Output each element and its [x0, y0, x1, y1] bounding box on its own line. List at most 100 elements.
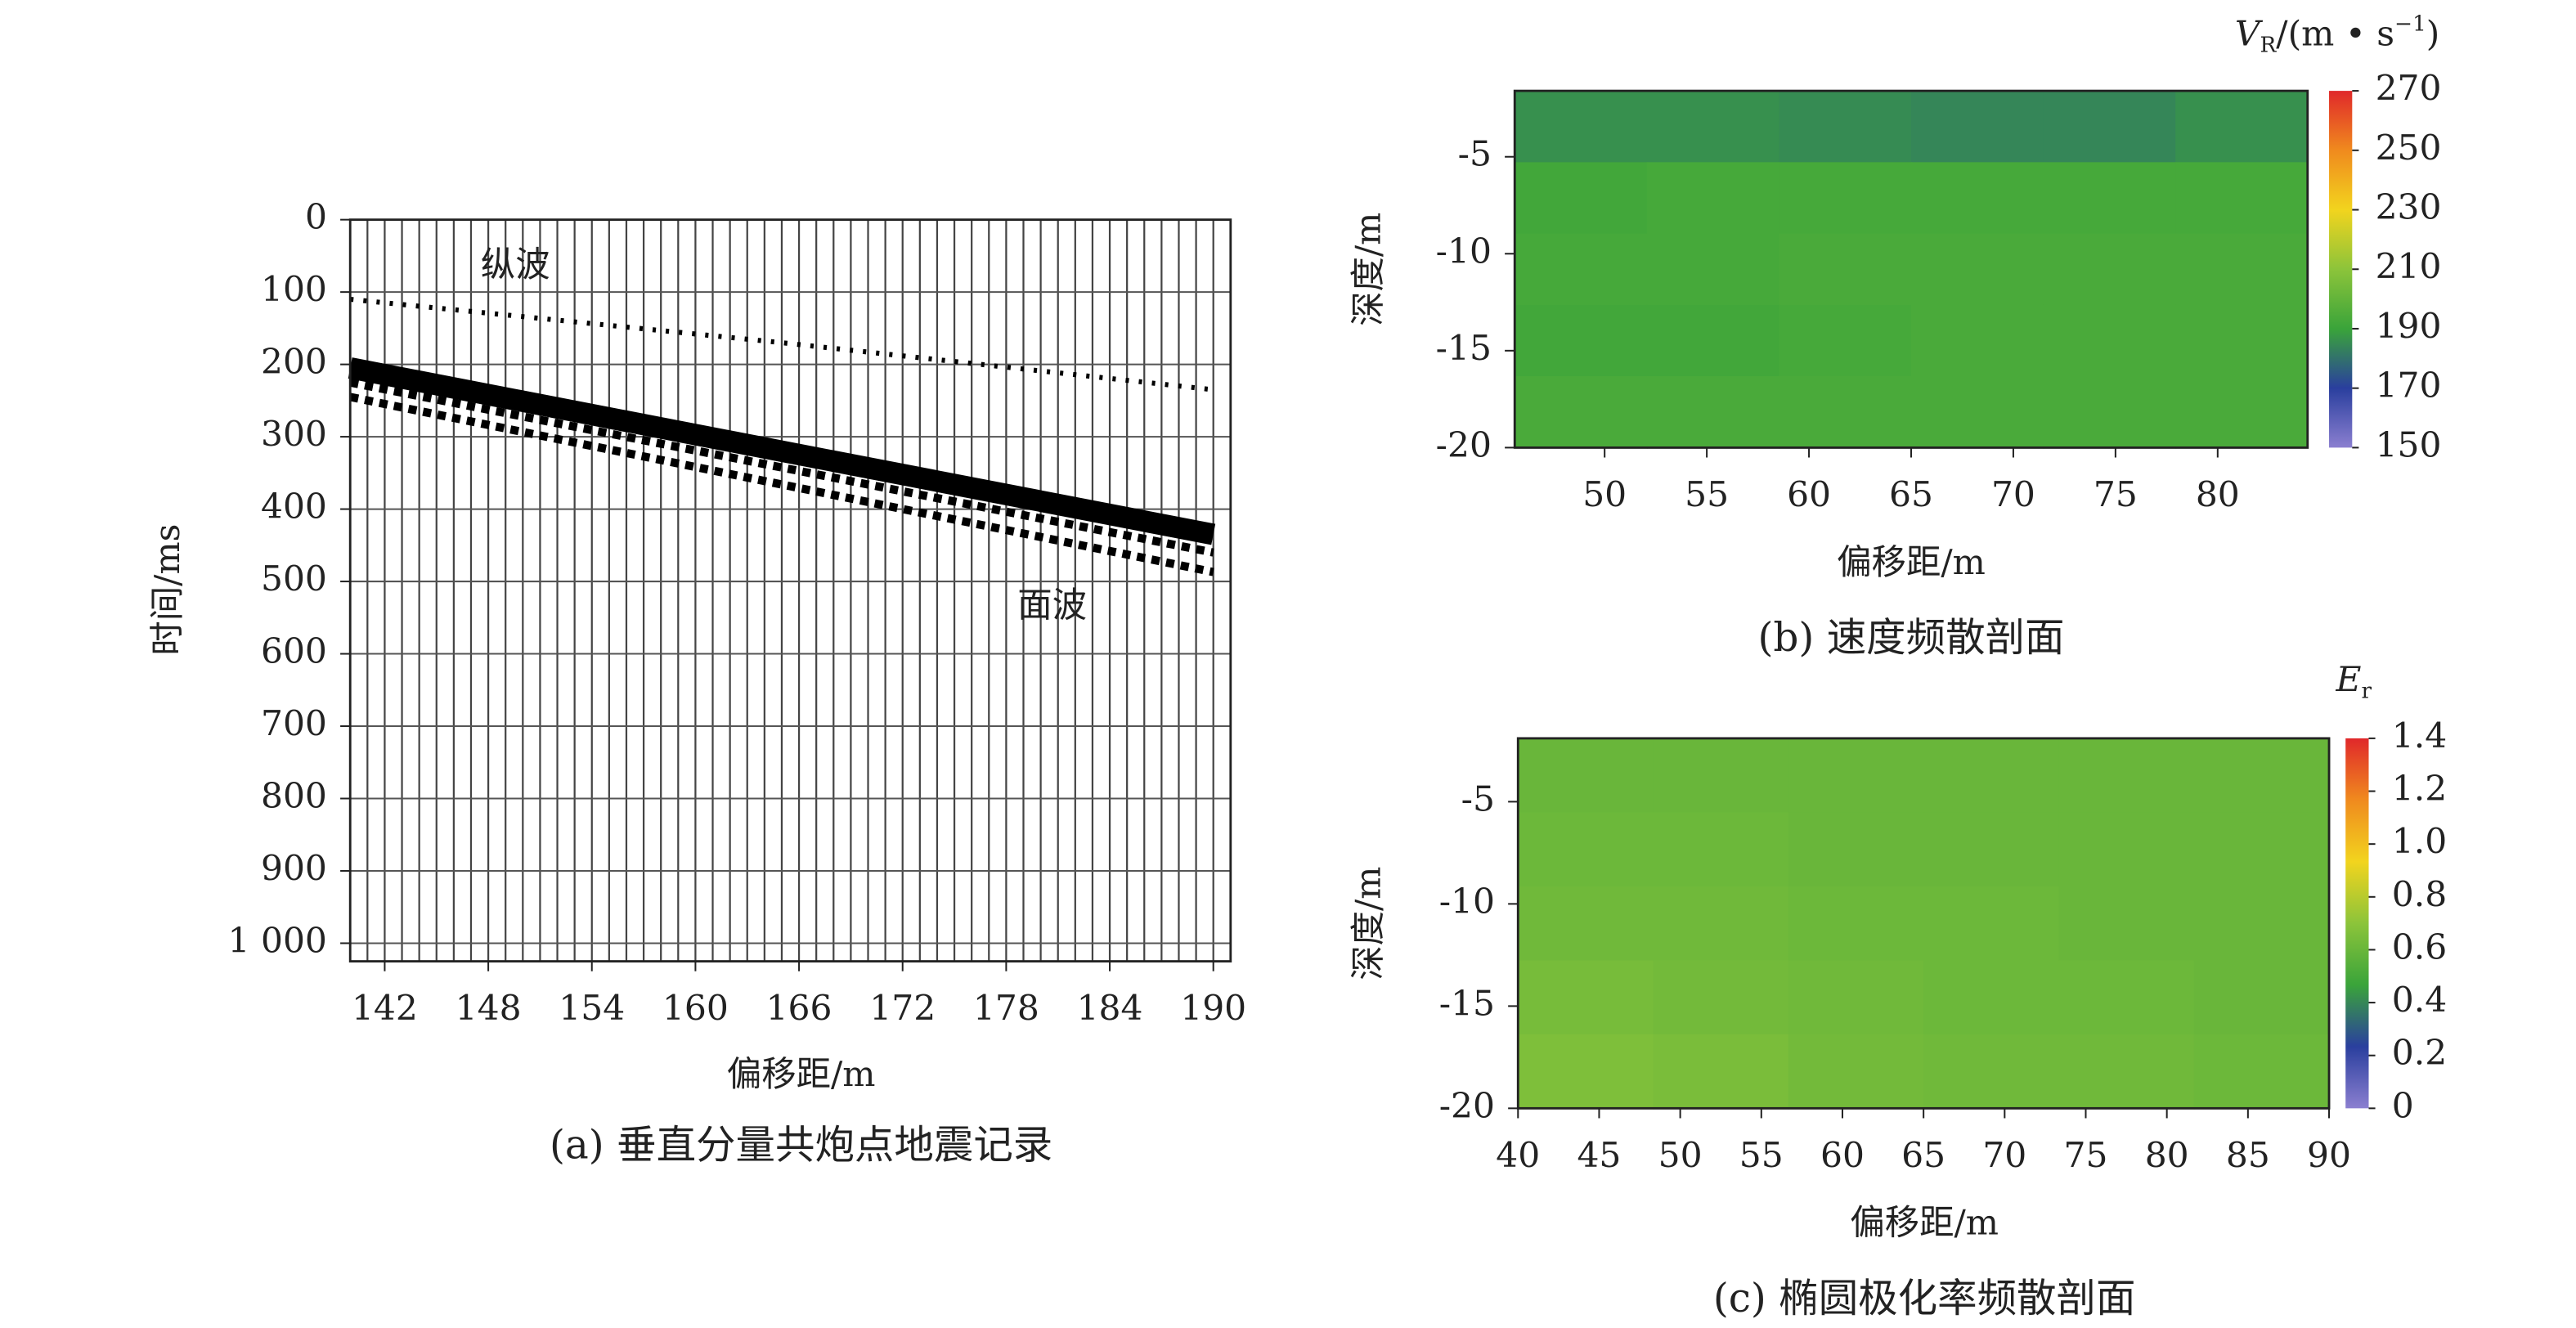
heatmap-cell: [2193, 960, 2331, 1036]
colorbar-tick-label: 0.2: [2392, 1034, 2447, 1074]
x-tick-label: 55: [1739, 1136, 1784, 1176]
x-tick-label: 172: [869, 989, 936, 1029]
colorbar-label: Er: [2336, 660, 2372, 703]
heatmap-cell: [1518, 886, 1654, 962]
colorbar-subscript: r: [2362, 679, 2372, 703]
heatmap-cell: [2193, 1034, 2331, 1110]
colorbar-tick-label: 0.8: [2392, 875, 2447, 915]
x-tick-label: 50: [1658, 1136, 1703, 1176]
colorbar-tick-label: 1.0: [2392, 822, 2447, 862]
annotation: 面波: [1017, 585, 1087, 626]
heatmap-cell: [2193, 812, 2331, 888]
panel-caption: (b) 速度频散剖面: [1757, 615, 2064, 661]
heatmap-cell: [2058, 812, 2195, 888]
heatmap-cell: [1910, 233, 2044, 307]
heatmap-cell: [1653, 738, 1790, 814]
heatmap-cell: [1779, 162, 1913, 235]
y-tick-label: -5: [1461, 779, 1495, 819]
y-tick-label: 400: [261, 487, 327, 527]
heatmap-cell: [1779, 304, 1913, 378]
colorbar-unit-end: ): [2426, 14, 2440, 54]
heatmap-cell: [1923, 886, 2060, 962]
heatmap-cell: [2175, 162, 2309, 235]
y-tick-label: 300: [261, 415, 327, 455]
heatmap-cell: [1788, 1034, 1925, 1110]
heatmap-cell: [1646, 304, 1780, 378]
heatmap-cell: [2175, 376, 2309, 449]
y-tick-label: 0: [305, 198, 327, 238]
heatmap-cell: [1923, 1034, 2060, 1110]
heatmap-cell: [1923, 812, 2060, 888]
heatmap-cell: [2043, 162, 2177, 235]
y-tick-label: 900: [261, 849, 327, 889]
y-tick-label: -15: [1436, 329, 1492, 369]
colorbar-tick-label: 250: [2376, 128, 2442, 168]
x-tick-label: 50: [1582, 475, 1627, 515]
plot-frame: [348, 218, 1232, 962]
heatmap-cell: [1788, 812, 1925, 888]
x-tick-label: 190: [1180, 989, 1246, 1029]
heatmap-cell: [1910, 376, 2044, 449]
y-tick-label: -15: [1439, 984, 1495, 1024]
x-tick-label: 166: [766, 989, 832, 1029]
colorbar-superscript: −1: [2394, 11, 2426, 36]
heatmap-cell: [1788, 738, 1925, 814]
y-tick-label: -10: [1439, 882, 1495, 922]
colorbar-unit: /(m • s: [2276, 14, 2394, 54]
colorbar-symbol: V: [2235, 14, 2264, 54]
colorbar: [2329, 91, 2353, 448]
colorbar-tick-label: 270: [2376, 69, 2442, 109]
x-tick-label: 178: [973, 989, 1039, 1029]
x-tick-label: 60: [1820, 1136, 1865, 1176]
heatmap-cell: [2043, 233, 2177, 307]
colorbar-symbol: E: [2336, 660, 2362, 700]
y-tick-label: -10: [1436, 231, 1492, 271]
heatmap-cell: [2175, 233, 2309, 307]
colorbar-tick-label: 150: [2376, 425, 2442, 465]
x-tick-label: 75: [2094, 475, 2138, 515]
x-tick-label: 80: [2145, 1136, 2189, 1176]
x-tick-label: 184: [1077, 989, 1143, 1029]
colorbar-tick-label: 170: [2376, 366, 2442, 406]
heatmap-cell: [2058, 960, 2195, 1036]
y-tick-label: 1 000: [228, 921, 327, 961]
x-tick-label: 154: [559, 989, 625, 1029]
heatmap-cell: [2058, 1034, 2195, 1110]
x-tick-label: 80: [2196, 475, 2240, 515]
heatmap-cell: [2175, 91, 2309, 164]
x-axis-label: 偏移距/m: [727, 1055, 876, 1095]
y-tick-label: 200: [261, 343, 327, 383]
surface-wave-arrival: [349, 393, 1214, 577]
x-tick-label: 70: [1982, 1136, 2026, 1176]
colorbar-tick-label: 0: [2392, 1086, 2414, 1126]
colorbar-tick-label: 230: [2376, 188, 2442, 228]
heatmap-cell: [1518, 812, 1654, 888]
heatmap-cell: [1923, 960, 2060, 1036]
heatmap-cell: [2043, 91, 2177, 164]
heatmap-cell: [2193, 886, 2331, 962]
x-tick-label: 65: [1901, 1136, 1945, 1176]
x-tick-label: 90: [2307, 1136, 2351, 1176]
colorbar-tick-label: 190: [2376, 307, 2442, 347]
colorbar-tick-label: 0.4: [2392, 980, 2447, 1021]
heatmap-cell: [1646, 162, 1780, 235]
heatmap-cell: [1646, 91, 1780, 164]
colorbar-label: VR/(m • s−1): [2235, 11, 2439, 57]
heatmap-cell: [1779, 91, 1913, 164]
x-tick-label: 65: [1889, 475, 1933, 515]
x-tick-label: 75: [2064, 1136, 2108, 1176]
surface-wave-arrival: [348, 357, 1216, 545]
y-tick-label: 800: [261, 776, 327, 816]
x-tick-label: 85: [2226, 1136, 2270, 1176]
heatmap-cell: [1515, 162, 1649, 235]
x-tick-label: 160: [662, 989, 729, 1029]
heatmap-cell: [2058, 738, 2195, 814]
heatmap-cell: [1515, 376, 1649, 449]
x-tick-label: 148: [456, 989, 522, 1029]
panel-caption: (c) 椭圆极化率频散剖面: [1713, 1276, 2136, 1321]
colorbar-tick-label: 210: [2376, 247, 2442, 287]
x-axis-label: 偏移距/m: [1850, 1204, 1999, 1244]
heatmap-cell: [1518, 738, 1654, 814]
